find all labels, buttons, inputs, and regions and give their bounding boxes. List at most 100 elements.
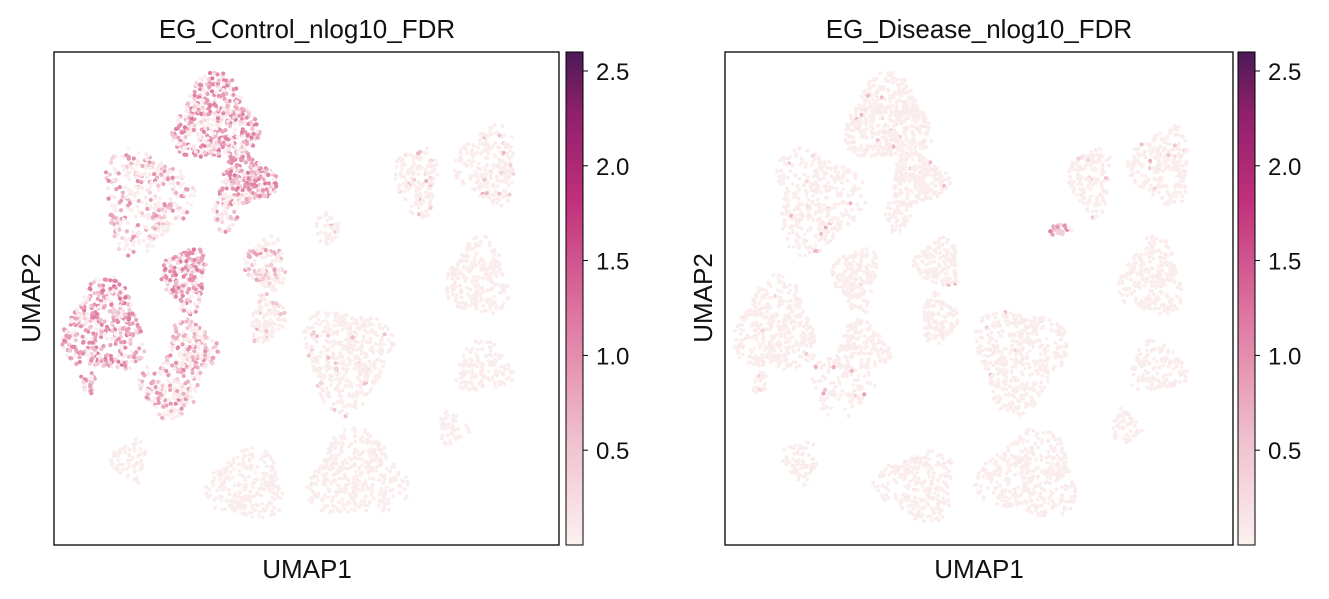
scatter-point <box>182 190 186 195</box>
scatter-point <box>310 356 315 361</box>
scatter-point <box>144 202 149 207</box>
scatter-point <box>345 411 349 416</box>
scatter-point <box>227 196 232 201</box>
scatter-point <box>481 290 485 295</box>
scatter-point <box>142 373 147 378</box>
scatter-point <box>238 472 242 477</box>
scatter-point <box>88 384 93 389</box>
scatter-point <box>188 193 193 198</box>
scatter-point <box>470 301 475 305</box>
scatter-point <box>227 172 233 178</box>
scatter-point <box>170 273 175 278</box>
scatter-point <box>485 180 490 185</box>
scatter-point <box>495 131 500 135</box>
scatter-point <box>250 157 255 162</box>
scatter-point <box>364 378 369 383</box>
scatter-point <box>180 256 185 261</box>
scatter-point <box>383 473 387 478</box>
scatter-point <box>495 184 500 189</box>
scatter-point <box>247 249 252 254</box>
scatter-point <box>131 230 136 234</box>
scatter-point <box>164 280 169 285</box>
scatter-point <box>451 292 456 297</box>
scatter-point <box>103 356 108 361</box>
scatter-point <box>223 149 228 154</box>
scatter-point <box>452 414 457 419</box>
scatter-point <box>342 432 346 437</box>
scatter-point <box>409 153 413 157</box>
scatter-point <box>373 341 378 346</box>
scatter-point <box>849 114 853 119</box>
scatter-point <box>335 492 339 496</box>
scatter-point <box>108 160 114 165</box>
scatter-point <box>260 188 265 193</box>
scatter-point <box>878 71 883 76</box>
scatter-point <box>492 381 497 386</box>
scatter-point <box>143 224 147 229</box>
scatter-point <box>215 349 220 354</box>
scatter-point <box>320 320 325 324</box>
scatter-point <box>355 384 360 389</box>
scatter-point <box>161 412 166 417</box>
scatter-point <box>416 185 421 190</box>
scatter-point <box>218 94 223 99</box>
scatter-point <box>269 234 274 239</box>
scatter-point <box>477 182 482 186</box>
scatter-point <box>882 97 887 102</box>
scatter-point <box>382 332 387 337</box>
scatter-point <box>439 417 443 421</box>
scatter-point <box>488 130 493 135</box>
scatter-point <box>377 322 382 327</box>
scatter-point <box>341 466 346 470</box>
scatter-point <box>180 267 185 272</box>
scatter-point <box>129 161 134 166</box>
scatter-point <box>383 491 388 496</box>
scatter-point <box>884 152 889 156</box>
scatter-point <box>895 108 899 112</box>
scatter-point <box>190 357 195 362</box>
scatter-point <box>181 373 186 379</box>
scatter-point <box>394 165 399 169</box>
scatter-point <box>256 248 261 253</box>
scatter-point <box>453 280 457 284</box>
scatter-point <box>177 413 182 418</box>
scatter-point <box>467 430 472 434</box>
scatter-point <box>232 483 237 488</box>
scatter-point <box>433 158 438 163</box>
scatter-point <box>192 349 197 354</box>
scatter-point <box>330 509 335 513</box>
scatter-point <box>442 427 447 431</box>
scatter-point <box>218 484 223 489</box>
scatter-point <box>191 247 196 252</box>
scatter-point <box>213 202 218 207</box>
scatter-point <box>488 262 493 267</box>
scatter-point <box>363 374 368 379</box>
scatter-point <box>134 317 139 323</box>
scatter-point <box>131 442 136 446</box>
scatter-point <box>185 290 190 295</box>
scatter-point <box>147 244 152 249</box>
scatter-point <box>847 123 852 128</box>
scatter-point <box>503 170 508 174</box>
scatter-point <box>197 333 202 338</box>
scatter-point <box>163 211 167 216</box>
scatter-point <box>135 322 140 327</box>
scatter-point <box>242 483 247 487</box>
scatter-point <box>483 133 488 138</box>
scatter-point <box>192 93 197 98</box>
scatter-point <box>163 266 168 272</box>
scatter-point <box>266 251 271 255</box>
scatter-point <box>844 122 849 127</box>
scatter-point <box>153 226 158 231</box>
scatter-point <box>386 508 391 512</box>
scatter-point <box>347 379 352 384</box>
scatter-point <box>481 276 486 281</box>
scatter-point <box>358 372 362 377</box>
scatter-point <box>178 319 182 323</box>
scatter-point <box>355 390 359 395</box>
scatter-point <box>182 211 186 216</box>
scatter-point <box>201 129 207 135</box>
scatter-point <box>382 497 386 501</box>
scatter-point <box>303 336 307 340</box>
scatter-point <box>352 499 356 504</box>
